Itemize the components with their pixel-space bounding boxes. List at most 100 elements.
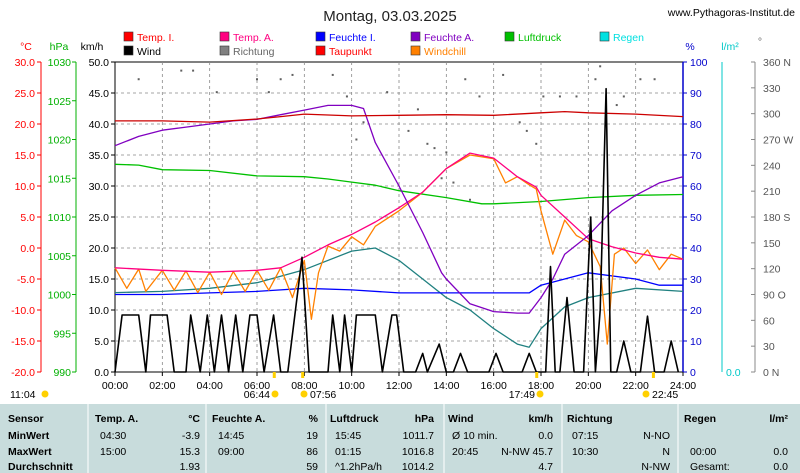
direction-point	[279, 78, 282, 81]
direction-point	[452, 181, 455, 184]
series-line-taupunkt	[114, 247, 684, 348]
direction-point	[599, 65, 602, 68]
direction-point	[542, 95, 545, 98]
tick-label-direction: 330	[763, 83, 781, 95]
direction-point	[518, 121, 521, 124]
unit-pressure: hPa	[50, 41, 69, 53]
tick-label-rain: 0.0	[726, 367, 741, 379]
table-cell: 4.7	[538, 461, 553, 473]
tick-label-direction: 30	[763, 341, 775, 353]
direction-point	[331, 73, 334, 76]
tick-label-direction: 270 W	[763, 135, 793, 147]
table-header-cell: Luftdruck	[330, 413, 379, 425]
axes: 30.0 25.0 20.0 15.0 10.0 5.0 0.0 -5.0 -10.0 -15.0…	[11, 57, 793, 392]
table-cell: Ø 10 min.	[452, 430, 498, 442]
table-cell: N-NO	[643, 430, 670, 442]
legend-label: Regen	[613, 32, 644, 44]
direction-point	[355, 138, 358, 141]
direction-point	[433, 147, 436, 150]
axis-units: °C hPa km/h% l/m² °	[20, 36, 762, 53]
tick-label-wind: 15.0	[89, 274, 110, 286]
table-cell: 15:00	[100, 446, 126, 458]
tick-label-time: 10:00	[339, 380, 365, 392]
direction-point	[426, 142, 429, 145]
tick-label-time: 24:00	[670, 380, 696, 392]
direction-point	[558, 95, 561, 98]
tick-label-humidity: 10	[690, 336, 702, 348]
chart-title: Montag, 03.03.2025	[323, 8, 456, 25]
table-cell: 0.0	[773, 461, 788, 473]
table-header-cell: °C	[188, 413, 200, 425]
table-header-cell: Regen	[684, 413, 716, 425]
grid	[114, 61, 684, 373]
table-cell: N-NW	[641, 461, 670, 473]
table-cell: Gesamt:	[690, 461, 730, 473]
direction-point	[180, 69, 183, 72]
tick-label-wind: 0.0	[94, 367, 109, 379]
tick-label-temp: 5.0	[20, 212, 35, 224]
series-line-feuchte-i	[115, 272, 683, 296]
tick-label-wind: 40.0	[89, 119, 110, 131]
table-cell: ^1.2hPa/h	[335, 461, 382, 473]
tick-label-humidity: 90	[690, 88, 702, 100]
legend-label: Temp. I.	[137, 32, 174, 44]
table-header-cell: %	[309, 413, 319, 425]
table-header-cell: hPa	[415, 413, 434, 425]
table-header-cell: l/m²	[769, 413, 788, 425]
direction-point	[192, 69, 195, 72]
tick-label-humidity: 20	[690, 305, 702, 317]
unit-humidity: %	[685, 41, 694, 53]
table-cell: 1011.7	[403, 430, 434, 442]
table-cell: N-NW 45.7	[501, 446, 553, 458]
series-line-temp-i	[115, 110, 684, 123]
tick-label-time: 14:00	[433, 380, 459, 392]
legend-label: Windchill	[424, 46, 466, 58]
legend: Temp. I. Temp. A. Feuchte I. Feuchte A. Luft…	[123, 31, 644, 58]
table-cell: 1.93	[180, 461, 201, 473]
legend-swatch	[219, 45, 230, 56]
tick-label-temp: -10.0	[11, 305, 35, 317]
tick-label-time: 08:00	[291, 380, 317, 392]
tick-label-wind: 30.0	[89, 181, 110, 193]
marker-tick	[301, 372, 305, 378]
marker-label: 11:04	[10, 389, 36, 401]
unit-temp: °C	[20, 41, 32, 53]
direction-point	[256, 78, 258, 81]
direction-point	[469, 198, 471, 201]
direction-point	[464, 78, 467, 81]
table-header-cell: Temp. A.	[95, 413, 138, 425]
unit-rain: l/m²	[721, 41, 739, 53]
marker-label: 06:44	[244, 389, 270, 401]
table-header-cell: Richtung	[567, 413, 613, 425]
tick-label-direction: 240	[763, 160, 781, 172]
series-group	[114, 65, 684, 373]
marker-tick	[272, 372, 276, 378]
time-markers: 11:04 06:44 07:56 17:49 22:45	[10, 372, 678, 401]
tick-label-direction: 300	[763, 109, 781, 121]
direction-point	[445, 151, 448, 154]
tick-label-wind: 50.0	[89, 57, 110, 69]
tick-label-time: 06:00	[244, 380, 270, 392]
legend-label: Luftdruck	[518, 32, 562, 44]
marker-dot	[536, 390, 544, 398]
direction-point	[345, 95, 348, 98]
tick-label-time: 18:00	[528, 380, 554, 392]
tick-label-humidity: 0	[690, 367, 696, 379]
table-cell: 10:30	[572, 446, 598, 458]
tick-label-wind: 35.0	[89, 150, 110, 162]
stats-table: Sensor Temp. A. °C Feuchte A.% Luftdruck hPa W…	[0, 404, 800, 473]
legend-swatch	[504, 31, 515, 42]
tick-label-time: 00:00	[102, 380, 128, 392]
tick-label-pressure: 1025	[48, 96, 72, 108]
tick-label-humidity: 50	[690, 212, 702, 224]
tick-label-temp: -5.0	[17, 274, 35, 286]
tick-label-direction: 90 O	[763, 290, 786, 302]
legend-swatch	[219, 31, 230, 42]
direction-point	[137, 78, 140, 81]
direction-point	[615, 104, 618, 107]
tick-label-time: 04:00	[197, 380, 223, 392]
tick-label-wind: 45.0	[89, 88, 110, 100]
table-cell: 1016.8	[402, 446, 434, 458]
legend-swatch	[599, 31, 610, 42]
marker-tick	[535, 372, 539, 378]
